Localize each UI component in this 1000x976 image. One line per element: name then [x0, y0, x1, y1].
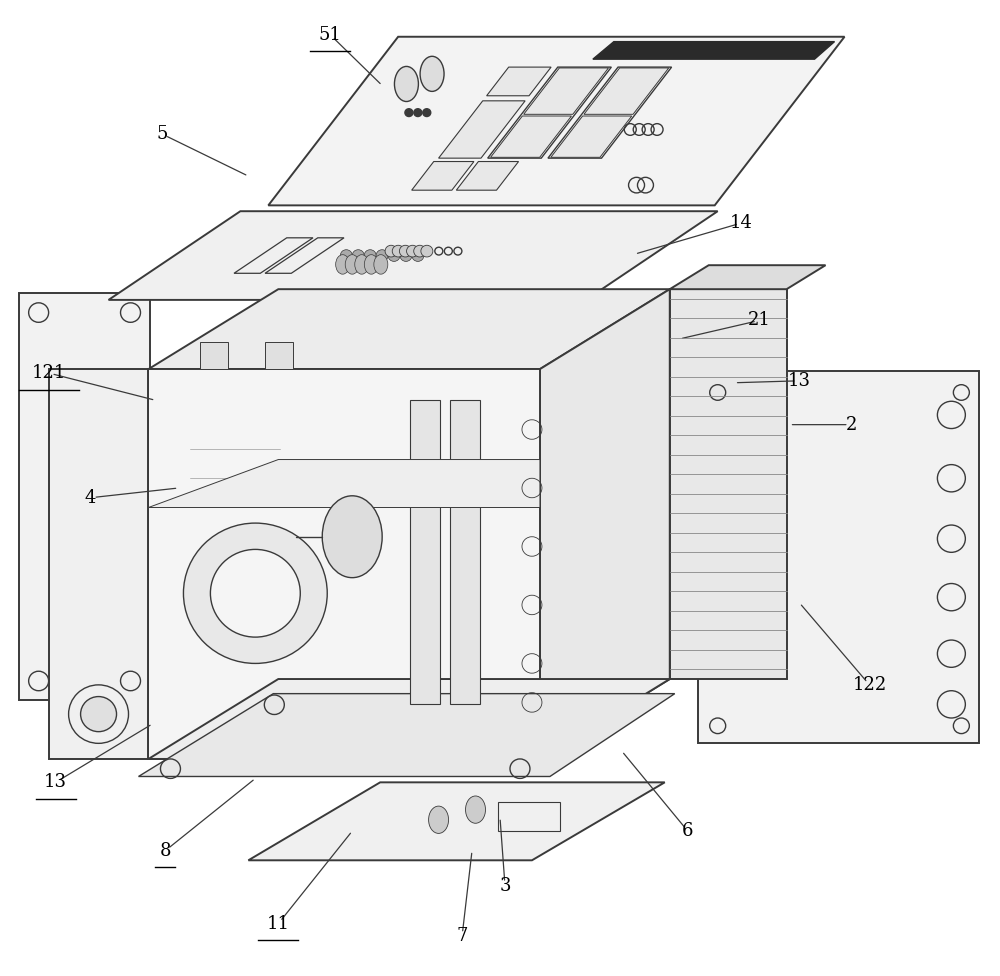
Circle shape [392, 245, 404, 257]
Text: 13: 13 [788, 372, 811, 389]
Polygon shape [412, 161, 474, 190]
Polygon shape [265, 342, 293, 369]
Circle shape [364, 250, 376, 262]
Polygon shape [551, 116, 632, 157]
Text: 7: 7 [456, 927, 468, 946]
Text: 14: 14 [730, 214, 753, 232]
Ellipse shape [364, 255, 378, 274]
Ellipse shape [336, 255, 350, 274]
Polygon shape [487, 67, 551, 96]
Polygon shape [248, 783, 665, 860]
Ellipse shape [374, 255, 388, 274]
Polygon shape [670, 289, 787, 679]
Circle shape [183, 523, 327, 664]
Text: 51: 51 [319, 25, 342, 44]
Polygon shape [19, 293, 150, 701]
Ellipse shape [322, 496, 382, 578]
Circle shape [388, 250, 400, 262]
Circle shape [352, 250, 364, 262]
Ellipse shape [345, 255, 359, 274]
Ellipse shape [420, 57, 444, 92]
Ellipse shape [429, 806, 449, 834]
Text: 11: 11 [267, 915, 290, 933]
Circle shape [405, 108, 413, 116]
Polygon shape [540, 289, 670, 759]
Ellipse shape [394, 66, 418, 102]
Circle shape [340, 250, 352, 262]
Circle shape [399, 245, 411, 257]
Circle shape [81, 697, 117, 732]
Polygon shape [410, 400, 440, 705]
Circle shape [421, 245, 433, 257]
Polygon shape [148, 289, 670, 369]
Text: 21: 21 [748, 311, 771, 329]
Ellipse shape [355, 255, 369, 274]
Polygon shape [491, 116, 571, 157]
Circle shape [414, 108, 422, 116]
Text: 122: 122 [852, 675, 887, 694]
Text: 8: 8 [160, 841, 171, 860]
Text: 3: 3 [499, 876, 511, 895]
Text: 2: 2 [846, 416, 857, 433]
Polygon shape [524, 68, 608, 114]
Text: 5: 5 [157, 125, 168, 143]
Text: 121: 121 [31, 364, 66, 382]
Polygon shape [439, 101, 525, 158]
Circle shape [412, 250, 424, 262]
Circle shape [210, 549, 300, 637]
Polygon shape [698, 371, 979, 744]
Circle shape [407, 245, 419, 257]
Polygon shape [456, 161, 519, 190]
Circle shape [69, 685, 129, 744]
Polygon shape [450, 400, 480, 705]
Polygon shape [148, 369, 540, 759]
Text: 4: 4 [85, 489, 96, 507]
Polygon shape [49, 369, 148, 759]
Polygon shape [670, 265, 826, 289]
Polygon shape [148, 679, 670, 759]
Circle shape [423, 108, 431, 116]
Polygon shape [148, 460, 540, 508]
Polygon shape [593, 42, 835, 60]
Polygon shape [268, 37, 845, 205]
Circle shape [376, 250, 388, 262]
Text: 6: 6 [682, 822, 693, 840]
Circle shape [414, 245, 426, 257]
Circle shape [400, 250, 412, 262]
Polygon shape [139, 694, 675, 777]
Polygon shape [584, 68, 669, 114]
Polygon shape [109, 211, 718, 300]
Polygon shape [200, 342, 228, 369]
Circle shape [385, 245, 397, 257]
Text: 13: 13 [44, 773, 67, 792]
Ellipse shape [466, 796, 485, 824]
